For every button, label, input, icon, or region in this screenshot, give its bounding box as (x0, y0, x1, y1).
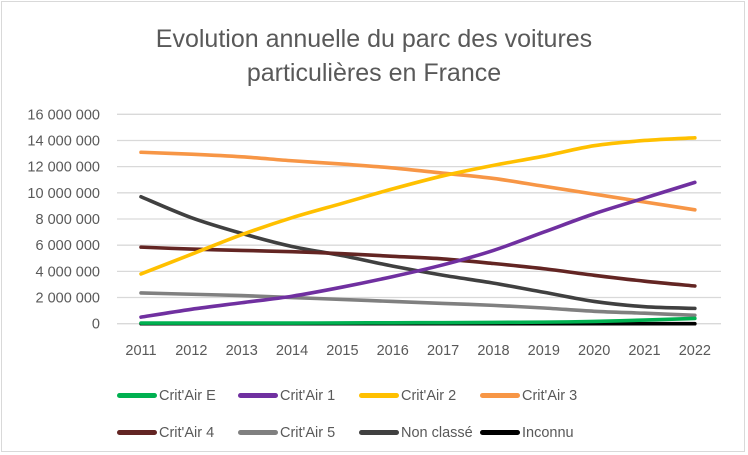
legend-row: Crit'Air 4 Crit'Air 5 Non classé Inconnu (117, 414, 657, 451)
chart-title-line-1: Evolution annuelle du parc des voitures (155, 25, 593, 53)
series-line-crit-air-2 (139, 136, 697, 276)
y-tick-label: 12 000 000 (27, 160, 100, 176)
y-tick-label: 0 (92, 317, 100, 333)
x-tick-label: 2021 (628, 343, 660, 359)
x-axis-ticks: 2011 2012 2013 2014 2015 2016 2017 2018 2019 2020… (125, 343, 711, 359)
x-tick-label: 2013 (226, 343, 258, 359)
legend-item: Crit'Air 5 (238, 425, 359, 441)
series-line-crit-air-4 (139, 245, 697, 288)
legend-swatch (117, 430, 157, 435)
y-tick-label: 14 000 000 (27, 133, 100, 149)
legend-label: Crit'Air 2 (401, 387, 457, 404)
legend-label: Crit'Air 3 (522, 387, 578, 404)
legend-label: Non classé (401, 424, 473, 441)
y-tick-label: 8 000 000 (35, 212, 100, 228)
legend-swatch (480, 430, 520, 435)
legend-swatch (117, 393, 157, 398)
y-axis-ticks: 0 2 000 000 4 000 000 6 000 000 8 000 000 10 … (27, 107, 100, 332)
y-tick-label: 16 000 000 (27, 107, 100, 123)
y-tick-label: 6 000 000 (35, 238, 100, 254)
legend-item: Crit'Air 1 (238, 388, 359, 404)
y-tick-label: 2 000 000 (35, 291, 100, 307)
series-line-crit-air-5 (139, 291, 697, 318)
legend-item: Non classé (359, 425, 480, 441)
gridlines (117, 113, 721, 325)
x-tick-label: 2016 (377, 343, 409, 359)
legend: Crit'Air E Crit'Air 1 Crit'Air 2 Crit'Air 3… (117, 377, 657, 451)
legend-label: Crit'Air 1 (280, 387, 336, 404)
x-tick-label: 2012 (175, 343, 207, 359)
series-lines (139, 136, 697, 326)
y-tick-label: 10 000 000 (27, 186, 100, 202)
legend-label: Inconnu (522, 424, 574, 441)
x-tick-label: 2014 (276, 343, 308, 359)
chart-title: Evolution annuelle du parc des voitures … (0, 22, 748, 90)
x-tick-label: 2011 (125, 343, 156, 359)
x-tick-label: 2018 (477, 343, 509, 359)
legend-swatch (238, 430, 278, 435)
x-tick-label: 2020 (578, 343, 610, 359)
x-tick-label: 2019 (528, 343, 560, 359)
series-line-crit-air-e (139, 316, 697, 325)
legend-label: Crit'Air E (159, 387, 216, 404)
x-tick-label: 2015 (326, 343, 358, 359)
legend-item: Crit'Air E (117, 388, 238, 404)
legend-item: Crit'Air 4 (117, 425, 238, 441)
legend-label: Crit'Air 4 (159, 424, 215, 441)
legend-item: Crit'Air 3 (480, 388, 601, 404)
legend-swatch (359, 430, 399, 435)
legend-swatch (480, 393, 520, 398)
legend-swatch (359, 393, 399, 398)
legend-item: Crit'Air 2 (359, 388, 480, 404)
series-line-non-class (139, 194, 697, 311)
series-line-crit-air-1 (139, 180, 697, 319)
legend-label: Crit'Air 5 (280, 424, 336, 441)
x-tick-label: 2022 (679, 343, 711, 359)
y-tick-label: 4 000 000 (35, 264, 100, 280)
legend-row: Crit'Air E Crit'Air 1 Crit'Air 2 Crit'Air 3 (117, 377, 657, 414)
x-tick-label: 2017 (427, 343, 459, 359)
series-line-crit-air-3 (139, 150, 697, 212)
legend-item: Inconnu (480, 425, 601, 441)
chart-title-line-2: particulières en France (246, 59, 502, 87)
legend-swatch (238, 393, 278, 398)
